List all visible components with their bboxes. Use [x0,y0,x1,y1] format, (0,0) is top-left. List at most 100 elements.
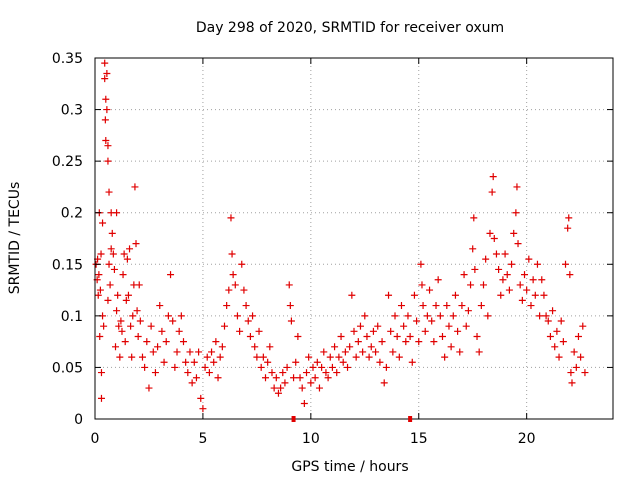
data-point [154,343,162,351]
data-point [96,286,104,294]
data-point [387,327,395,335]
data-point [113,307,121,315]
data-point [102,95,110,103]
data-point [324,374,332,382]
data-point [339,358,347,366]
data-point [467,281,475,289]
data-point [326,353,334,361]
data-point [555,353,563,361]
data-point [475,348,483,356]
data-point [413,317,421,325]
data-point [281,379,289,387]
data-point [311,374,319,382]
data-point [521,271,529,279]
data-point [434,276,442,284]
data-point [268,369,276,377]
data-point [365,353,373,361]
data-point [124,291,132,299]
data-point [565,214,573,222]
plot-frame [94,57,614,420]
data-point [149,348,157,356]
data-point [116,353,124,361]
data-point [262,374,270,382]
data-point [462,322,470,330]
data-point [359,348,367,356]
data-point [228,250,236,258]
data-point [238,260,246,268]
data-point [372,348,380,356]
data-point [253,353,261,361]
data-point [451,291,459,299]
data-point [480,281,487,289]
x-tick-label: 0 [91,431,100,447]
data-point [229,271,237,279]
data-point [231,281,239,289]
data-point [397,302,405,310]
data-point [346,343,354,351]
data-point [272,374,280,382]
data-point [536,312,544,320]
data-point [363,332,371,340]
data-point [512,209,520,217]
data-point [158,327,166,335]
data-point [529,276,537,284]
data-point [564,224,572,232]
data-point [104,142,112,150]
data-point [169,317,177,325]
data-point [264,358,272,366]
data-point [406,332,414,340]
data-point [145,384,153,392]
data-point [255,327,263,335]
data-point [348,291,356,299]
data-point [559,338,567,346]
data-point [352,353,360,361]
data-point [160,358,168,366]
data-point [337,332,345,340]
y-tick-label: 0.15 [52,257,83,273]
data-point [495,265,503,273]
data-point [126,245,134,253]
data-point [367,343,375,351]
data-point [544,317,552,325]
data-point [101,116,109,124]
data-point [471,265,479,273]
x-axis-marker [408,416,413,422]
data-point [523,286,531,294]
data-point [303,369,311,377]
data-point [361,312,369,320]
data-point [203,353,211,361]
data-point [105,260,113,268]
data-point [432,302,440,310]
data-point [402,338,410,346]
data-point [249,312,257,320]
y-tick-label: 0.35 [52,51,83,67]
data-point [101,75,109,83]
data-point [458,302,466,310]
data-point [470,214,478,222]
data-point [173,348,181,356]
data-point [177,312,185,320]
data-point [201,363,209,371]
data-point [503,271,511,279]
y-tick-label: 0.1 [61,309,83,325]
data-point [164,312,172,320]
data-point [292,358,300,366]
data-point [251,343,259,351]
x-axis-label: GPS time / hours [291,459,408,475]
data-point [415,338,423,346]
data-point [484,312,492,320]
data-point [423,312,431,320]
data-point [525,255,533,263]
data-point [421,327,429,335]
data-point [344,363,352,371]
data-point [574,332,582,340]
data-point [233,312,241,320]
data-point [419,302,427,310]
data-point [240,286,248,294]
data-point [562,260,570,268]
y-tick-label: 0.2 [61,206,83,222]
data-point [395,353,403,361]
data-point [309,363,317,371]
data-point [567,369,575,377]
data-point [527,302,535,310]
